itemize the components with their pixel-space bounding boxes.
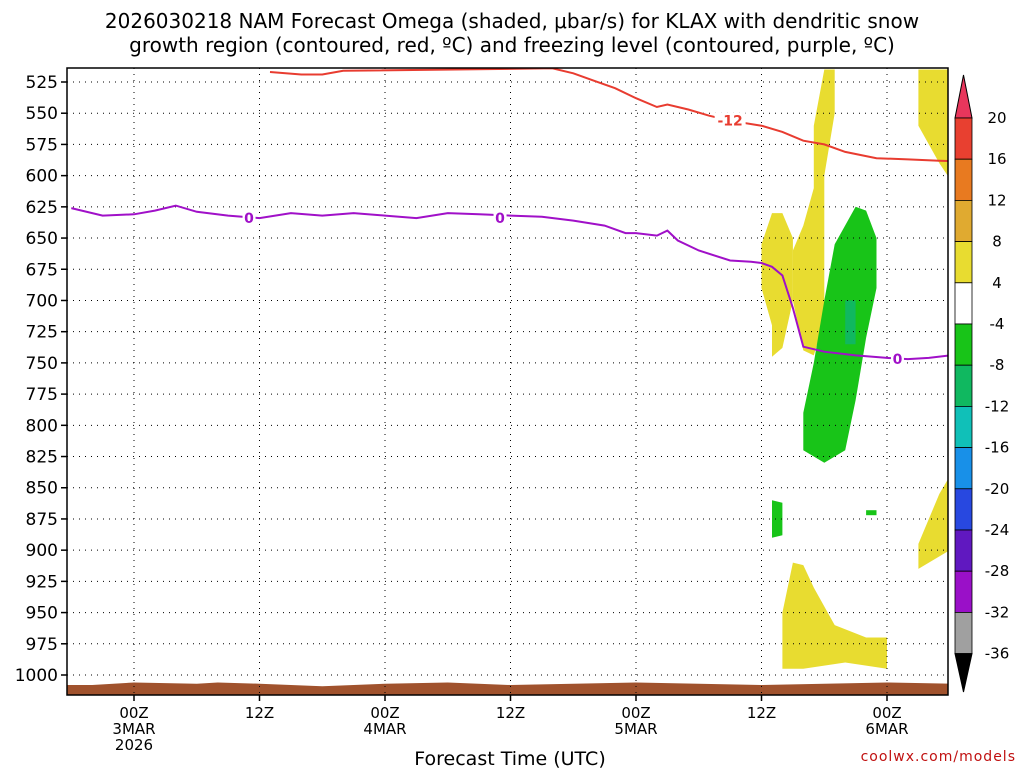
y-tick-label-975: 975 [26, 635, 58, 655]
omega-region-6 [866, 510, 877, 516]
colorbar-swatch-3 [954, 199, 973, 242]
y-tick-label-950: 950 [26, 604, 58, 624]
freezing-level-label-1: 0 [244, 211, 254, 227]
colorbar-swatch-2 [954, 158, 973, 201]
freezing-level-label-2-bg [493, 210, 507, 226]
omega-region-2 [761, 213, 793, 357]
omega-region-5 [772, 500, 783, 538]
x-tick-label-24-0: 00Z [370, 704, 399, 722]
freezing-level-label-1-bg [242, 210, 256, 226]
freezing-level-label-3-bg [890, 351, 904, 367]
dgz-contour-0 [269, 68, 948, 163]
x-axis-label: Forecast Time (UTC) [414, 748, 605, 768]
x-tick-label-0-2: 2026 [115, 736, 153, 754]
colorbar-label-5: -4 [990, 315, 1005, 333]
y-tick-label-550: 550 [26, 104, 58, 124]
y-tick-label-1000: 1000 [15, 666, 58, 686]
colorbar-label-3: 8 [992, 233, 1002, 251]
x-tick-label-48-1: 5MAR [614, 720, 657, 738]
colorbar-swatch-11 [954, 529, 973, 572]
y-tick-label-575: 575 [26, 135, 58, 155]
x-tick-label-60-0: 12Z [747, 704, 776, 722]
colorbar-label-9: -20 [985, 480, 1010, 498]
x-tick-label-72-0: 00Z [872, 704, 901, 722]
colorbar-label-2: 12 [987, 191, 1006, 209]
freezing-level-line [71, 204, 948, 361]
colorbar-label-12: -32 [985, 603, 1010, 621]
colorbar-swatch-8 [954, 405, 973, 448]
x-tick-label-36-0: 12Z [496, 704, 525, 722]
y-tick-label-850: 850 [26, 479, 58, 499]
plot-area [67, 69, 948, 695]
freezing-level-label-3: 0 [893, 352, 903, 368]
y-tick-label-825: 825 [26, 448, 58, 468]
x-tick-label-12-0: 12Z [245, 704, 274, 722]
colorbar-label-7: -12 [985, 397, 1010, 415]
colorbar-label-11: -28 [985, 562, 1010, 580]
colorbar-label-1: 16 [987, 150, 1006, 168]
dgz-contour-label: -12 [717, 114, 742, 130]
omega-region-7 [845, 300, 856, 345]
colorbar-swatch-13 [954, 612, 973, 655]
plot-frame [66, 67, 949, 696]
y-axis: 525 550 575 600 625 650 675 700 725 750 775 800 825 8… [15, 73, 67, 686]
y-tick-label-650: 650 [26, 229, 58, 249]
y-tick-label-900: 900 [26, 541, 58, 561]
omega-region-8 [918, 479, 948, 569]
omega-region-1 [792, 69, 835, 356]
colorbar-label-4: 4 [992, 274, 1002, 292]
colorbar-swatch-10 [954, 488, 973, 531]
x-tick-label-72-1: 6MAR [865, 720, 908, 738]
terrain-fill [67, 682, 948, 695]
omega-region-4 [803, 206, 877, 463]
colorbar-swatch-6 [954, 323, 973, 366]
x-tick-label-24-1: 4MAR [363, 720, 406, 738]
y-tick-label-725: 725 [26, 323, 58, 343]
colorbar-swatch-5 [954, 282, 973, 325]
colorbar-swatch-4 [954, 241, 973, 284]
y-tick-label-750: 750 [26, 354, 58, 374]
x-tick-label-0-0: 00Z [119, 704, 148, 722]
grid [67, 68, 948, 695]
freezing-level-label-2: 0 [495, 211, 505, 227]
y-tick-label-525: 525 [26, 73, 58, 93]
colorbar: 20 16 12 8 4 -4 -8 -12 -16 -20 -24 -28 -32 -36 [954, 74, 1010, 693]
colorbar-swatch-1 [954, 117, 973, 160]
chart-title-line1: 2026030218 NAM Forecast Omega (shaded, μ… [105, 9, 919, 33]
y-tick-label-675: 675 [26, 260, 58, 280]
chart-title-line2: growth region (contoured, red, ºC) and f… [129, 33, 895, 57]
dgz-contour-label-bg [714, 112, 746, 128]
y-tick-label-700: 700 [26, 291, 58, 311]
y-tick-label-800: 800 [26, 416, 58, 436]
colorbar-swatch-12 [954, 570, 973, 613]
x-tick-label-48-0: 00Z [621, 704, 650, 722]
y-tick-label-925: 925 [26, 572, 58, 592]
credit-text: coolwx.com/models [861, 749, 1016, 765]
colorbar-swatch-9 [954, 447, 973, 490]
colorbar-swatch-7 [954, 364, 973, 407]
y-tick-label-775: 775 [26, 385, 58, 405]
x-tick-label-0-1: 3MAR [112, 720, 155, 738]
y-tick-label-625: 625 [26, 198, 58, 218]
colorbar-label-6: -8 [990, 356, 1005, 374]
omega-region-0 [918, 69, 948, 177]
colorbar-bottom-arrow [954, 653, 973, 693]
y-tick-label-600: 600 [26, 167, 58, 187]
colorbar-label-0: 20 [987, 109, 1006, 127]
colorbar-label-13: -36 [985, 645, 1010, 663]
omega-region-9 [782, 562, 887, 669]
y-tick-label-875: 875 [26, 510, 58, 530]
colorbar-label-8: -16 [985, 439, 1010, 457]
colorbar-label-10: -24 [985, 521, 1010, 539]
contours: 0 0 0 -12 [71, 68, 948, 368]
